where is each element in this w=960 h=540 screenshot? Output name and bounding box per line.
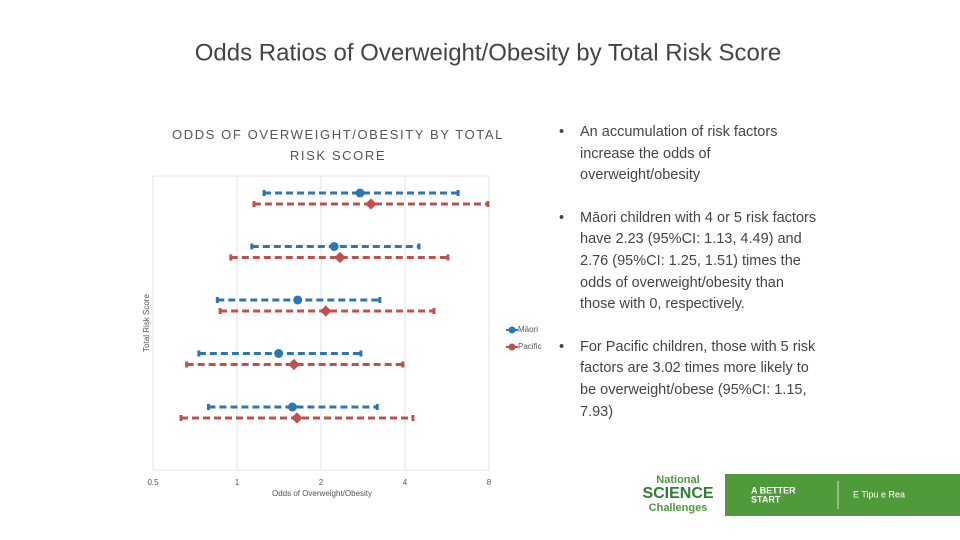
y-axis-label: Total Risk Score bbox=[142, 294, 151, 352]
x-tick-label: 8 bbox=[487, 478, 492, 487]
logo-band bbox=[725, 474, 960, 516]
logo-text: START bbox=[751, 494, 781, 504]
point bbox=[288, 358, 300, 371]
point bbox=[355, 188, 365, 198]
legend-swatch bbox=[508, 326, 516, 334]
point bbox=[274, 349, 284, 358]
logo-text: Challenges bbox=[649, 502, 708, 514]
bullet: For Pacific children, those with 5 risk … bbox=[556, 337, 818, 423]
point bbox=[334, 251, 346, 264]
slide-title: Odds Ratios of Overweight/Obesity by Tot… bbox=[195, 39, 781, 66]
x-tick-label: 1 bbox=[235, 478, 240, 487]
bullet: Māori children with 4 or 5 risk factors … bbox=[556, 208, 818, 316]
chart-title: ODDS OF OVERWEIGHT/OBESITY BY TOTAL RISK… bbox=[172, 127, 504, 163]
x-tick-label: 2 bbox=[319, 478, 324, 487]
point bbox=[365, 198, 377, 210]
point bbox=[320, 305, 332, 317]
logo-text: National bbox=[656, 474, 699, 486]
x-tick-label: 4 bbox=[403, 478, 408, 487]
x-axis-label: Odds of Overweight/Obesity bbox=[272, 489, 372, 498]
point bbox=[293, 295, 303, 305]
logo-text: E Tipu e Rea bbox=[853, 489, 905, 499]
legend-label: Pacific bbox=[518, 342, 542, 351]
logo-text: SCIENCE bbox=[642, 485, 713, 502]
point bbox=[287, 402, 297, 412]
logo: National SCIENCE Challenges A BETTER STA… bbox=[642, 474, 960, 516]
point bbox=[329, 242, 339, 251]
legend-swatch bbox=[508, 343, 516, 351]
point bbox=[291, 412, 303, 424]
legend-label: Māori bbox=[518, 325, 538, 334]
logo-text: A BETTER bbox=[751, 485, 796, 495]
x-tick-label: 0.5 bbox=[147, 478, 159, 487]
bullet: An accumulation of risk factors increase… bbox=[556, 122, 818, 187]
bullet-list: An accumulation of risk factors increase… bbox=[556, 122, 818, 444]
